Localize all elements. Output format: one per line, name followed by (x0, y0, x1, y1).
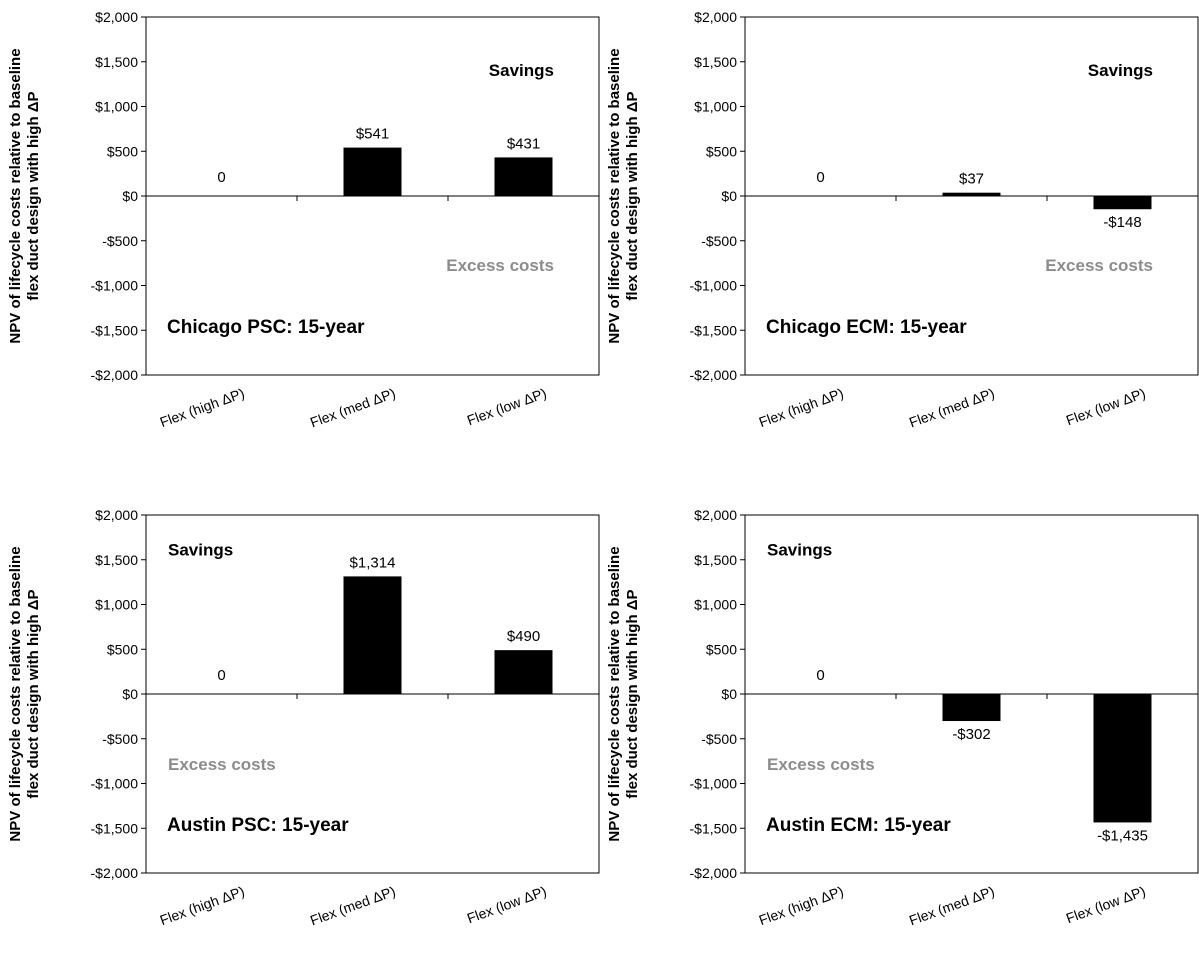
y-tick-label: $0 (122, 686, 138, 702)
x-category-label: Flex (low ΔP) (465, 883, 549, 927)
y-axis-label: NPV of lifecycle costs relative to basel… (606, 546, 623, 841)
y-tick-label: $0 (721, 686, 737, 702)
savings-annotation: Savings (1088, 61, 1153, 80)
x-category-label: Flex (med ΔP) (308, 883, 398, 929)
chart-panel-chicago-ecm: NPV of lifecycle costs relative to basel… (599, 0, 1199, 480)
chart-title: Chicago ECM: 15-year (766, 317, 967, 338)
data-label: $37 (959, 171, 984, 188)
chart-title: Austin PSC: 15-year (167, 815, 349, 836)
y-tick-label: $500 (706, 143, 737, 159)
data-label: -$302 (952, 726, 990, 743)
y-tick-label: -$1,000 (690, 278, 738, 294)
y-tick-label: -$1,000 (690, 776, 738, 792)
y-tick-label: -$1,500 (690, 322, 738, 338)
y-tick-label: $1,000 (694, 597, 737, 613)
chart-svg: NPV of lifecycle costs relative to basel… (7, 507, 600, 929)
y-tick-label: -$500 (102, 731, 138, 747)
bar (494, 650, 553, 694)
data-label: -$1,435 (1097, 827, 1148, 844)
y-tick-label: -$1,000 (91, 278, 139, 294)
y-tick-label: -$2,000 (690, 865, 738, 881)
bar (343, 576, 402, 694)
y-tick-label: $0 (721, 188, 737, 204)
y-axis-label: NPV of lifecycle costs relative to basel… (606, 48, 623, 343)
savings-annotation: Savings (767, 540, 832, 559)
chart-svg: NPV of lifecycle costs relative to basel… (606, 9, 1199, 431)
y-tick-label: -$2,000 (91, 865, 139, 881)
y-tick-label: -$1,000 (91, 776, 139, 792)
y-tick-label: $1,000 (95, 597, 138, 613)
y-tick-label: -$1,500 (91, 820, 139, 836)
bar (1093, 196, 1152, 210)
chart-title: Chicago PSC: 15-year (167, 317, 365, 338)
data-label: $1,314 (350, 554, 396, 571)
y-tick-label: $500 (706, 641, 737, 657)
bar (494, 157, 553, 196)
y-tick-label: $1,500 (694, 552, 737, 568)
x-category-label: Flex (low ΔP) (465, 385, 549, 429)
bar (942, 192, 1001, 196)
data-label: 0 (217, 169, 225, 186)
data-label: $541 (356, 126, 389, 143)
y-tick-label: $1,500 (95, 54, 138, 70)
y-axis-label: NPV of lifecycle costs relative to basel… (7, 546, 24, 841)
y-tick-label: $1,000 (95, 99, 138, 115)
x-category-label: Flex (high ΔP) (757, 385, 846, 430)
x-category-label: Flex (low ΔP) (1064, 883, 1148, 927)
data-label: -$148 (1103, 214, 1141, 231)
data-label: $490 (507, 628, 540, 645)
y-axis-label: NPV of lifecycle costs relative to basel… (7, 48, 24, 343)
y-tick-label: -$500 (701, 731, 737, 747)
y-tick-label: $2,000 (95, 9, 138, 25)
y-tick-label: $2,000 (694, 507, 737, 523)
y-axis-label-line2: flex duct design with high ΔP (624, 91, 641, 300)
savings-annotation: Savings (168, 540, 233, 559)
y-tick-label: $1,500 (95, 552, 138, 568)
y-tick-label: -$1,500 (91, 322, 139, 338)
bar (942, 694, 1001, 722)
chart-panel-chicago-psc: NPV of lifecycle costs relative to basel… (0, 0, 600, 480)
data-label: $431 (507, 135, 540, 152)
y-axis-label-line2: flex duct design with high ΔP (25, 91, 42, 300)
y-tick-label: -$2,000 (690, 367, 738, 383)
data-label: 0 (217, 667, 225, 684)
y-tick-label: $1,000 (694, 99, 737, 115)
x-category-label: Flex (med ΔP) (907, 385, 997, 431)
data-label: 0 (816, 169, 824, 186)
data-label: 0 (816, 667, 824, 684)
bar (1093, 694, 1152, 823)
y-tick-label: -$500 (701, 233, 737, 249)
excess-costs-annotation: Excess costs (1045, 256, 1153, 275)
x-category-label: Flex (med ΔP) (907, 883, 997, 929)
x-category-label: Flex (high ΔP) (757, 883, 846, 928)
y-tick-label: $2,000 (694, 9, 737, 25)
x-category-label: Flex (low ΔP) (1064, 385, 1148, 429)
chart-svg: NPV of lifecycle costs relative to basel… (606, 507, 1199, 929)
y-tick-label: $1,500 (694, 54, 737, 70)
y-tick-label: -$1,500 (690, 820, 738, 836)
y-tick-label: $2,000 (95, 507, 138, 523)
chart-title: Austin ECM: 15-year (766, 815, 951, 836)
y-tick-label: -$500 (102, 233, 138, 249)
chart-panel-austin-ecm: NPV of lifecycle costs relative to basel… (599, 498, 1199, 978)
x-category-label: Flex (high ΔP) (158, 883, 247, 928)
y-axis-label-line2: flex duct design with high ΔP (25, 589, 42, 798)
y-tick-label: $500 (107, 143, 138, 159)
y-tick-label: $500 (107, 641, 138, 657)
chart-svg: NPV of lifecycle costs relative to basel… (7, 9, 600, 431)
y-tick-label: $0 (122, 188, 138, 204)
y-axis-label-line2: flex duct design with high ΔP (624, 589, 641, 798)
x-category-label: Flex (med ΔP) (308, 385, 398, 431)
savings-annotation: Savings (489, 61, 554, 80)
bar (343, 147, 402, 196)
y-tick-label: -$2,000 (91, 367, 139, 383)
chart-panel-austin-psc: NPV of lifecycle costs relative to basel… (0, 498, 600, 978)
x-category-label: Flex (high ΔP) (158, 385, 247, 430)
excess-costs-annotation: Excess costs (767, 755, 875, 774)
excess-costs-annotation: Excess costs (446, 256, 554, 275)
excess-costs-annotation: Excess costs (168, 755, 276, 774)
